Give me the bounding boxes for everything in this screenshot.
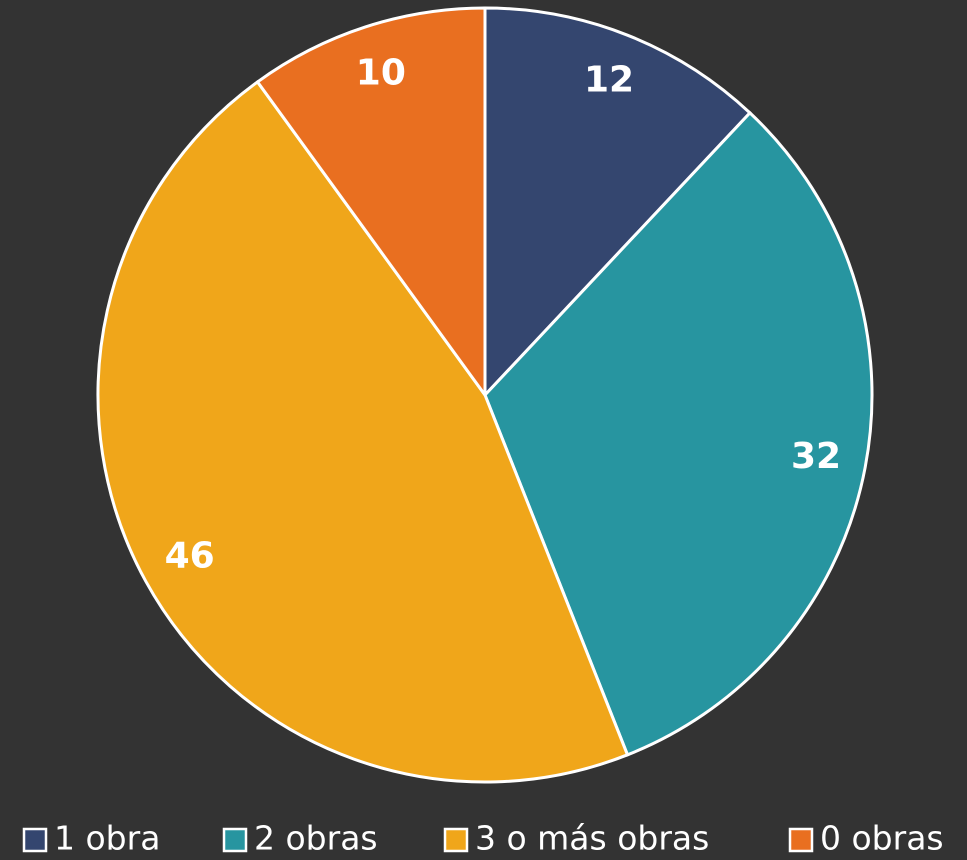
legend-swatch xyxy=(443,827,469,853)
pie-slice xyxy=(483,6,753,399)
legend-label: 0 obras xyxy=(820,819,944,858)
pie-slice xyxy=(483,110,874,757)
legend-label: 3 o más obras xyxy=(475,819,709,858)
data-label: 46 xyxy=(165,535,215,576)
legend-swatch xyxy=(788,827,814,853)
pie-slice xyxy=(96,79,630,784)
pie-slice xyxy=(255,6,487,400)
legend-label: 2 obras xyxy=(254,819,378,858)
legend-label: 1 obra xyxy=(54,819,160,858)
legend-swatch xyxy=(22,827,48,853)
data-label: 10 xyxy=(356,52,406,93)
data-label: 12 xyxy=(584,60,634,101)
data-label: 32 xyxy=(791,436,841,477)
legend-swatch xyxy=(222,827,248,853)
